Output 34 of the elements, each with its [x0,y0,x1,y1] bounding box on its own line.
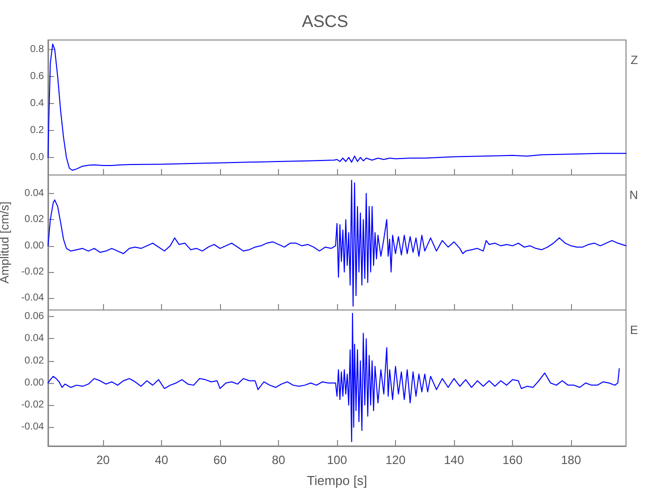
y-tick-label: 0.2 [30,124,44,136]
y-tick-label: 0.0 [30,152,44,163]
x-tick-label: 100 [326,453,348,467]
text: Z [630,53,638,67]
text: E [630,323,638,337]
y-tick-label: 0.04 [24,188,44,199]
line-series [48,312,620,442]
y-tick-label: 0.00 [24,240,44,252]
y-tick-label: 0.06 [24,311,44,322]
line-series [48,44,626,171]
y-tick-label: 0.4 [30,98,44,109]
x-tick-label: 160 [502,453,523,467]
x-tick-label: 40 [154,453,168,467]
y-tick-label: 0.02 [24,355,44,366]
x-tick-label: 180 [560,453,582,467]
y-tick-label: -0.04 [21,422,44,433]
y-axis-title: Amplitud [cm/s] [0,201,12,284]
y-tick-label: 0.8 [30,44,44,55]
x-tick-label: 140 [444,453,464,467]
x-tick-label: 80 [272,453,286,467]
y-tick-label: -0.04 [21,292,44,304]
line-series [48,180,626,307]
y-tick-label: -0.02 [21,266,44,278]
x-tick-label: 60 [213,453,227,467]
x-tick-label: 20 [96,453,110,467]
y-tick-label: -0.02 [21,400,44,411]
x-tick-label: 120 [385,453,406,467]
chart-title: ASCS [302,12,348,31]
y-tick-label: 0.00 [24,377,44,388]
text: N [629,188,638,202]
y-tick-label: 0.04 [24,333,44,344]
y-tick-label: 0.02 [24,214,44,226]
x-axis-title: Tiempo [s] [306,473,368,488]
y-tick-label: 0.6 [30,70,44,82]
